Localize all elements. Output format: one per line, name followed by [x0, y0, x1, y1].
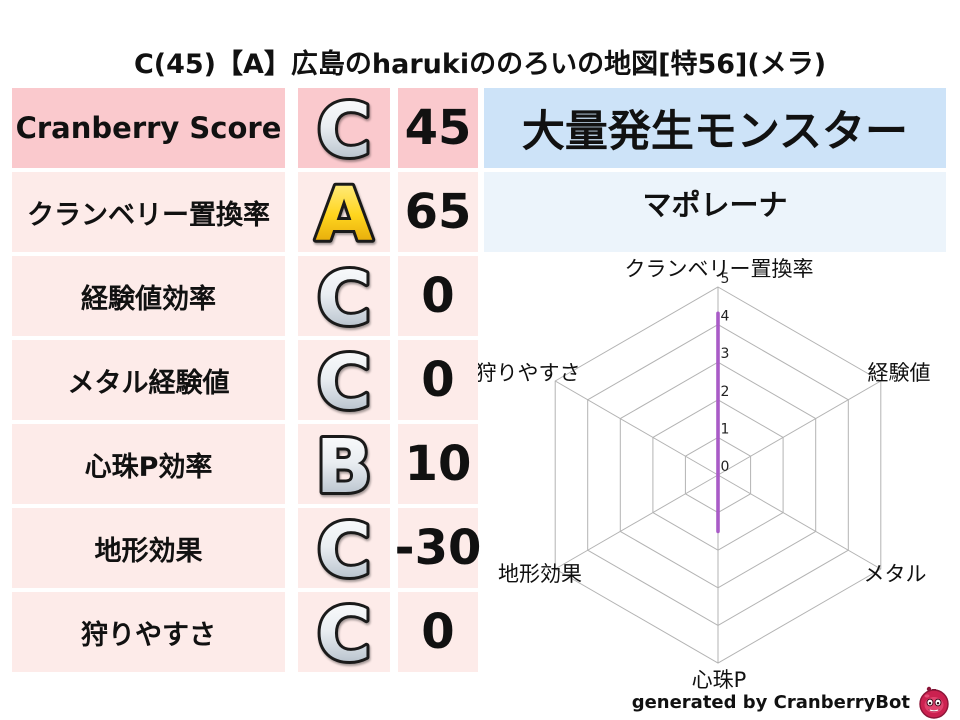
row-label: 地形効果 — [12, 508, 285, 588]
radar-tick-label: 2 — [721, 384, 730, 400]
row-value: -30 — [395, 508, 481, 588]
table-row: 心珠P効率 B 10 — [12, 424, 478, 504]
grade-letter: A — [315, 173, 372, 251]
grade-icon: B — [298, 424, 390, 504]
row-label: メタル経験値 — [12, 340, 285, 420]
row-label: クランベリー置換率 — [12, 172, 285, 252]
table-row: 狩りやすさ C 0 — [12, 592, 478, 672]
row-value: 65 — [398, 172, 478, 252]
row-label: Cranberry Score — [12, 88, 285, 168]
radar-axis-label: 地形効果 — [498, 562, 582, 586]
radar-axis-label: 経験値 — [868, 361, 931, 385]
table-row: メタル経験値 C 0 — [12, 340, 478, 420]
radar-spoke — [717, 474, 882, 570]
radar-gridline — [587, 324, 849, 626]
radar-chart: 0 1 2 3 4 5 クランベリー置換率経験値メタル心珠P 地形効果 狩りやすさ — [476, 250, 960, 693]
radar-tick-label: 1 — [721, 421, 730, 437]
footer: generated by CranberryBot — [0, 684, 952, 720]
monster-name: マポレーナ — [484, 172, 946, 252]
radar-tick-label: 4 — [721, 309, 730, 325]
grade-icon: C — [298, 508, 390, 588]
grade-icon: C — [298, 592, 390, 672]
row-value: 0 — [398, 256, 478, 336]
grade-letter: C — [317, 593, 371, 671]
cranberry-mascot-icon — [919, 686, 949, 719]
grade-icon: A — [298, 172, 390, 252]
row-value: 0 — [398, 592, 478, 672]
row-label: 経験値効率 — [12, 256, 285, 336]
table-row: クランベリー置換率 A 65 — [12, 172, 478, 252]
grade-letter: C — [317, 257, 371, 335]
radar-axis-label: クランベリー置換率 — [625, 257, 814, 281]
row-label: 心珠P効率 — [12, 424, 285, 504]
radar-spoke — [554, 474, 719, 570]
table-row: 地形効果 C -30 — [12, 508, 481, 588]
radar-axis-label: 心珠P — [692, 668, 747, 692]
table-row: 経験値効率 C 0 — [12, 256, 478, 336]
grade-letter: B — [316, 425, 372, 503]
radar-tick-label: 0 — [721, 459, 730, 475]
page-title: C(45)【A】広島のharukiののろいの地図[特56](メラ) — [133, 49, 827, 80]
radar-gridline — [554, 286, 882, 664]
grade-letter: C — [317, 341, 371, 419]
table-row: Cranberry Score C 45 — [12, 88, 478, 168]
radar-axis-label: 狩りやすさ — [478, 361, 581, 385]
radar-tick-label: 3 — [721, 346, 730, 362]
monster-panel-header: 大量発生モンスター — [484, 88, 946, 168]
radar-spoke — [717, 380, 882, 476]
grade-icon: C — [298, 256, 390, 336]
radar-tick-label: 5 — [721, 271, 730, 287]
credit-text: generated by CranberryBot — [631, 691, 910, 713]
grade-letter: C — [317, 509, 371, 587]
grade-icon: C — [298, 340, 390, 420]
radar-spoke — [554, 380, 719, 476]
row-value: 45 — [398, 88, 478, 168]
grade-letter: C — [317, 89, 371, 167]
radar-axis-label: メタル — [864, 562, 927, 586]
row-value: 10 — [398, 424, 478, 504]
row-value: 0 — [398, 340, 478, 420]
grade-icon: C — [298, 88, 390, 168]
radar-gridline — [619, 361, 817, 589]
radar-gridline — [652, 399, 784, 551]
row-label: 狩りやすさ — [12, 592, 285, 672]
